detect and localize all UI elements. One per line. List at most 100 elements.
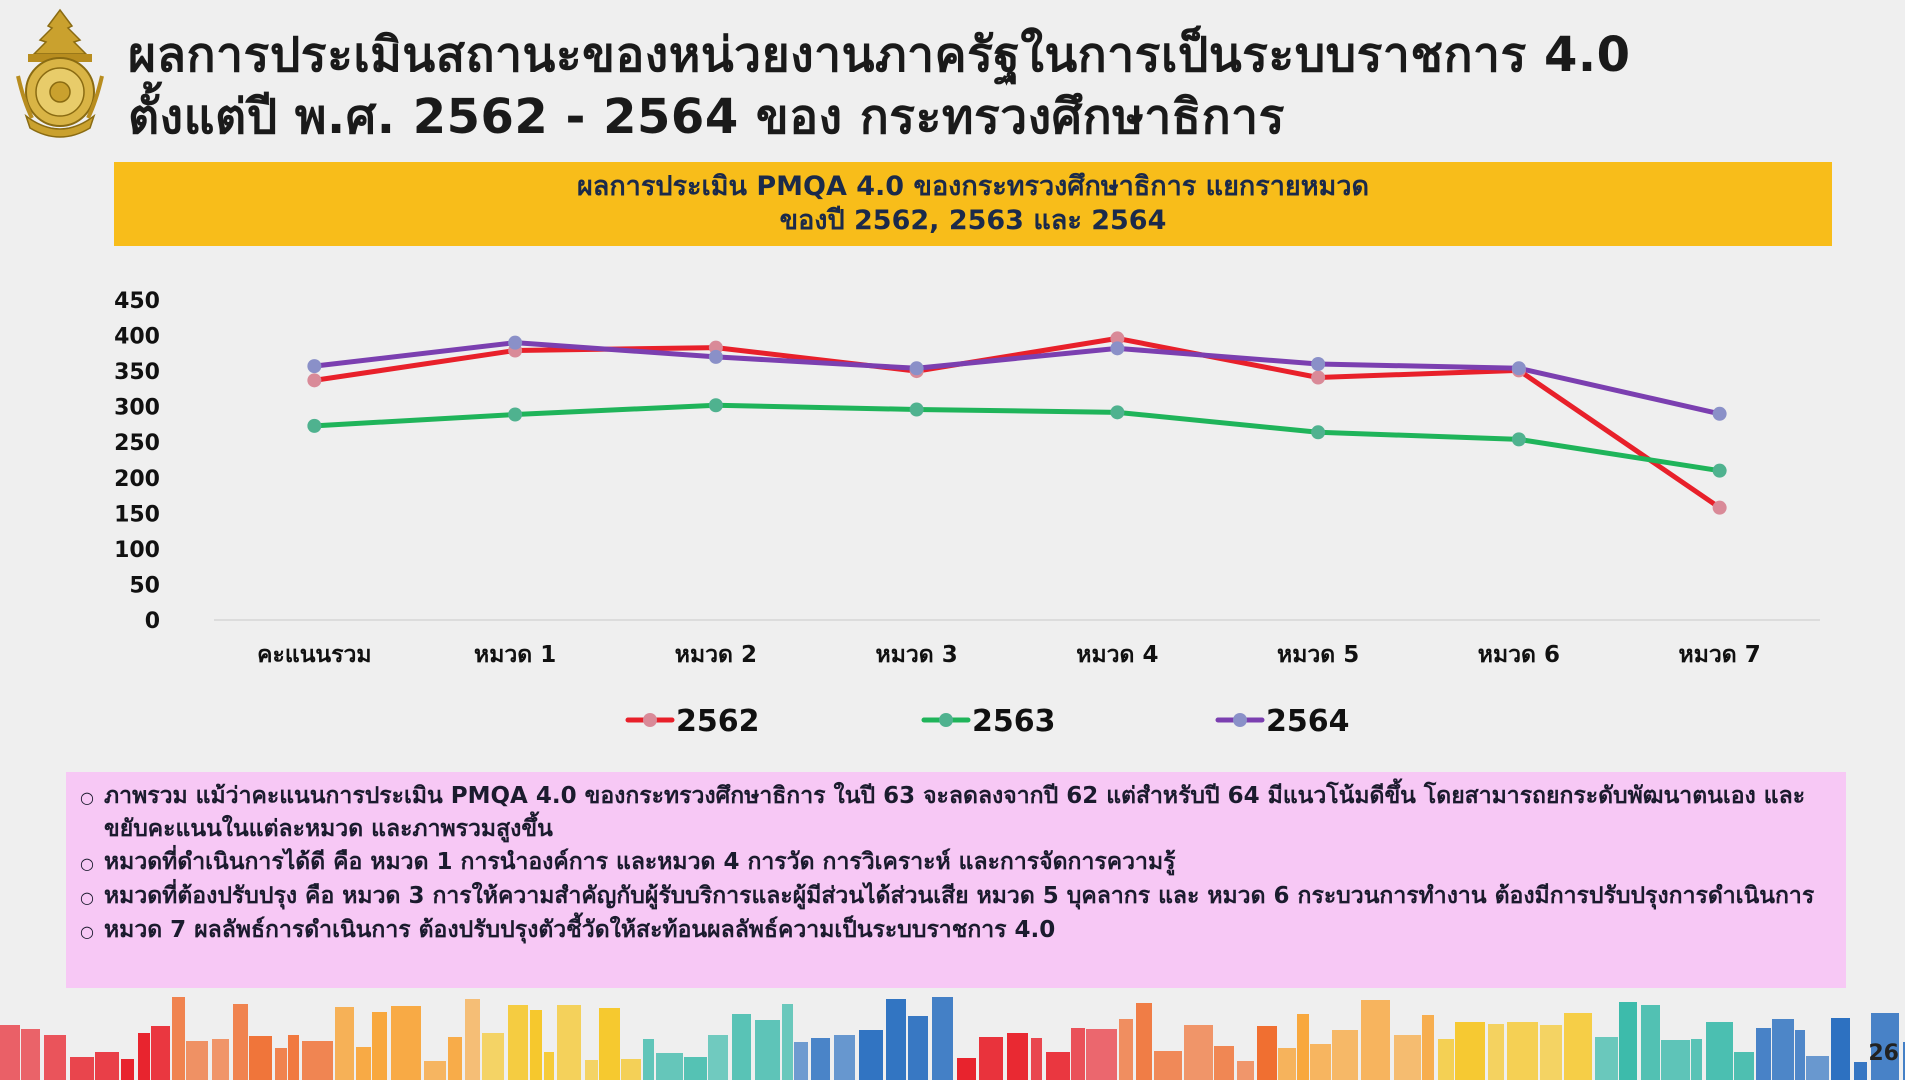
skyline-building [886, 999, 906, 1080]
y-tick-label: 150 [114, 502, 160, 527]
legend-label: 2563 [972, 704, 1056, 739]
data-point-2563 [1712, 463, 1727, 478]
skyline-building [621, 1059, 641, 1080]
skyline-building [1278, 1048, 1296, 1080]
data-point-2564 [909, 361, 924, 376]
x-tick-label: หมวด 4 [1076, 642, 1158, 668]
x-tick-label: คะแนนรวม [257, 642, 371, 668]
skyline-building [44, 1035, 66, 1080]
skyline-building [859, 1030, 883, 1080]
bullet-icon: ○ [80, 788, 94, 807]
skyline-building [557, 1005, 581, 1080]
data-point-2564 [1110, 341, 1125, 356]
note-text: หมวด 7 ผลลัพธ์การดำเนินการ ต้องปรับปรุงต… [104, 917, 1056, 943]
skyline-building [1007, 1033, 1028, 1080]
skyline-building [1641, 1005, 1660, 1080]
bullet-icon: ○ [80, 854, 94, 873]
skyline-building [684, 1057, 707, 1080]
skyline-building [599, 1008, 620, 1080]
skyline-building [1422, 1015, 1434, 1080]
legend-marker-2564 [1233, 713, 1247, 727]
data-point-2564 [307, 359, 322, 374]
legend-marker-2563 [939, 713, 953, 727]
banner-line-2: ของปี 2562, 2563 และ 2564 [779, 205, 1167, 236]
skyline-building [1871, 1013, 1899, 1080]
skyline-building [448, 1037, 462, 1080]
banner-line-1: ผลการประเมิน PMQA 4.0 ของกระทรวงศึกษาธิก… [576, 171, 1370, 202]
notes-box: ○ ภาพรวม แม้ว่าคะแนนการประเมิน PMQA 4.0 … [66, 772, 1846, 988]
skyline-building [794, 1042, 808, 1080]
y-tick-label: 250 [114, 431, 160, 456]
data-point-2563 [307, 418, 322, 433]
page-title: ผลการประเมินสถานะของหน่วยงานภาครัฐในการเ… [128, 24, 1888, 148]
data-point-2564 [1511, 361, 1526, 376]
skyline-building [1031, 1038, 1042, 1080]
data-point-2564 [508, 335, 523, 350]
skyline-building [1184, 1025, 1213, 1080]
data-point-2562 [1110, 331, 1125, 346]
skyline-building [335, 1007, 354, 1080]
skyline-building [1540, 1025, 1562, 1080]
skyline-building [1438, 1039, 1454, 1080]
skyline-building [1795, 1030, 1805, 1080]
y-tick-label: 0 [145, 609, 160, 634]
x-tick-label: หมวด 5 [1277, 642, 1359, 668]
y-tick-label: 400 [114, 325, 160, 350]
skyline-building [643, 1039, 654, 1080]
skyline-building [233, 1004, 248, 1080]
skyline-building [1903, 1042, 1905, 1080]
skyline-building [1706, 1022, 1733, 1080]
skyline-building [1086, 1029, 1117, 1080]
ministry-emblem-logo [16, 8, 104, 138]
line-chart: 0 50 100 150 200 250 300 350 400 450 คะแนนรวม หมวด … [114, 289, 1820, 739]
data-point-2564 [708, 349, 723, 364]
skyline-building [121, 1059, 134, 1080]
y-tick-label: 100 [114, 538, 160, 563]
data-point-2563 [909, 402, 924, 417]
skyline-building [1854, 1062, 1867, 1080]
series-line-2564 [311, 340, 1723, 417]
skyline-building [1257, 1026, 1277, 1080]
skyline-building [1154, 1051, 1182, 1080]
x-tick-label: หมวด 7 [1679, 642, 1761, 668]
note-text: หมวดที่ต้องปรับปรุง คือ หมวด 3 การให้ควา… [104, 883, 1815, 909]
y-tick-label: 50 [129, 573, 160, 598]
data-point-2563 [1110, 405, 1125, 420]
data-point-2562 [1311, 370, 1326, 385]
skyline-building [1507, 1022, 1538, 1080]
y-tick-label: 300 [114, 396, 160, 421]
legend-label: 2564 [1266, 704, 1350, 739]
data-point-2563 [708, 398, 723, 413]
skyline-building [732, 1014, 751, 1080]
skyline-building [811, 1038, 830, 1080]
y-tick-label: 200 [114, 467, 160, 492]
series-line-2563 [311, 402, 1723, 474]
skyline-building [95, 1052, 119, 1080]
skyline-building [508, 1005, 528, 1080]
skyline-building [1756, 1028, 1771, 1080]
skyline-building [249, 1036, 272, 1080]
note-text: ภาพรวม แม้ว่าคะแนนการประเมิน PMQA 4.0 ขอ… [104, 783, 1806, 842]
skyline-building [275, 1048, 287, 1080]
series-line-2562 [311, 335, 1723, 511]
skyline-building [656, 1053, 683, 1080]
skyline-building [1119, 1019, 1133, 1080]
x-tick-label: หมวด 6 [1478, 642, 1560, 668]
bullet-icon: ○ [80, 888, 94, 907]
skyline-building [1831, 1018, 1850, 1080]
skyline-building [138, 1033, 150, 1080]
data-point-2563 [1511, 432, 1526, 447]
skyline-building [1297, 1014, 1309, 1080]
skyline-building [465, 999, 480, 1080]
skyline-building [1394, 1035, 1421, 1080]
skyline-building [482, 1033, 504, 1080]
bullet-icon: ○ [80, 922, 94, 941]
skyline-building [755, 1020, 780, 1080]
data-point-2563 [508, 407, 523, 422]
skyline-building [979, 1037, 1003, 1080]
skyline-building [530, 1010, 542, 1080]
chart-banner: ผลการประเมิน PMQA 4.0 ของกระทรวงศึกษาธิก… [114, 162, 1832, 246]
legend-marker-2562 [643, 713, 657, 727]
note-item: ○ หมวดที่ดำเนินการได้ดี คือ หมวด 1 การนำ… [80, 846, 1832, 880]
skyline-building [186, 1041, 208, 1080]
